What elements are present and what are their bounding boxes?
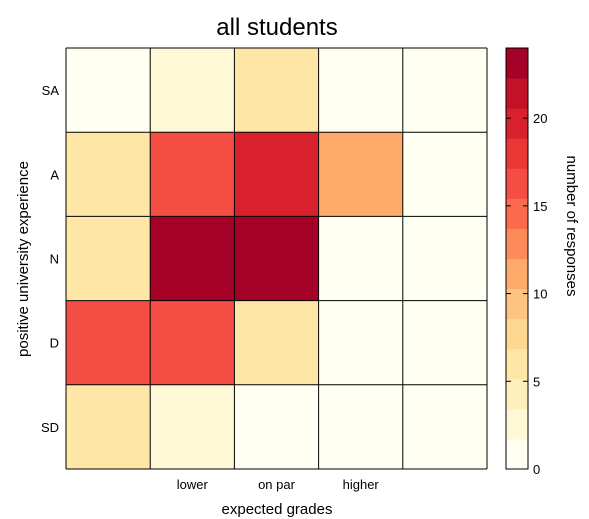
y-tick-label: SA bbox=[42, 83, 60, 98]
colorbar-segment bbox=[506, 288, 528, 320]
colorbar-segment bbox=[506, 438, 528, 470]
heatmap-cell bbox=[150, 48, 235, 133]
heatmap-grid bbox=[65, 47, 488, 470]
y-tick-label: A bbox=[50, 167, 59, 182]
heatmap-cell bbox=[66, 48, 151, 133]
colorbar-segment bbox=[506, 198, 528, 229]
chart-title: all students bbox=[216, 14, 337, 41]
colorbar-tick-label: 0 bbox=[533, 462, 540, 477]
x-tick-label: on par bbox=[258, 477, 296, 492]
heatmap-cell bbox=[402, 132, 487, 217]
heatmap-cell bbox=[234, 300, 319, 385]
heatmap-cell bbox=[402, 48, 487, 133]
y-tick-labels: SA A N D SD bbox=[41, 83, 59, 435]
colorbar-segment bbox=[506, 318, 528, 350]
x-tick-label: lower bbox=[177, 477, 209, 492]
heatmap-cells bbox=[66, 48, 487, 469]
colorbar bbox=[505, 47, 529, 470]
colorbar-frame bbox=[505, 47, 529, 470]
heatmap-cell bbox=[66, 216, 151, 301]
colorbar-segment bbox=[506, 48, 528, 79]
heatmap-cell bbox=[318, 300, 403, 385]
heatmap-cell bbox=[150, 216, 235, 301]
colorbar-segment bbox=[506, 78, 528, 109]
heatmap-cell bbox=[150, 300, 235, 385]
colorbar-tick-label: 10 bbox=[533, 287, 547, 302]
heatmap-cell bbox=[150, 384, 235, 469]
colorbar-segment bbox=[506, 348, 528, 380]
heatmap-cell bbox=[234, 384, 319, 469]
x-tick-labels: lower on par higher bbox=[177, 477, 380, 492]
heatmap-cell bbox=[402, 216, 487, 301]
colorbar-tick-label: 20 bbox=[533, 111, 547, 126]
heatmap-cell bbox=[234, 132, 319, 217]
colorbar-tick-label: 15 bbox=[533, 199, 547, 214]
heatmap-cell bbox=[150, 132, 235, 217]
heatmap-cell bbox=[66, 132, 151, 217]
y-tick-label: SD bbox=[41, 420, 59, 435]
colorbar-segment bbox=[506, 408, 528, 440]
heatmap-cell bbox=[402, 384, 487, 469]
colorbar-segment bbox=[506, 138, 528, 169]
colorbar-segment bbox=[506, 108, 528, 139]
colorbar-label: number of responses bbox=[563, 156, 580, 297]
x-axis-label: expected grades bbox=[222, 501, 333, 518]
heatmap-cell bbox=[234, 216, 319, 301]
heatmap-cell bbox=[234, 48, 319, 133]
colorbar-segment bbox=[506, 228, 528, 259]
y-tick-label: N bbox=[50, 252, 59, 267]
x-tick-label: higher bbox=[343, 477, 380, 492]
colorbar-segment bbox=[506, 258, 528, 290]
colorbar-segment bbox=[506, 168, 528, 199]
colorbar-ticks: 0 5 10 15 20 bbox=[506, 111, 547, 477]
colorbar-tick-label: 5 bbox=[533, 374, 540, 389]
colorbar-segment bbox=[506, 378, 528, 410]
y-tick-label: D bbox=[50, 336, 59, 351]
heatmap-cell bbox=[66, 384, 151, 469]
heatmap-cell bbox=[318, 48, 403, 133]
heatmap-cell bbox=[66, 300, 151, 385]
heatmap-cell bbox=[318, 216, 403, 301]
heatmap-cell bbox=[402, 300, 487, 385]
y-axis-label: positive university experience bbox=[15, 161, 32, 357]
heatmap-cell bbox=[318, 132, 403, 217]
heatmap-cell bbox=[318, 384, 403, 469]
